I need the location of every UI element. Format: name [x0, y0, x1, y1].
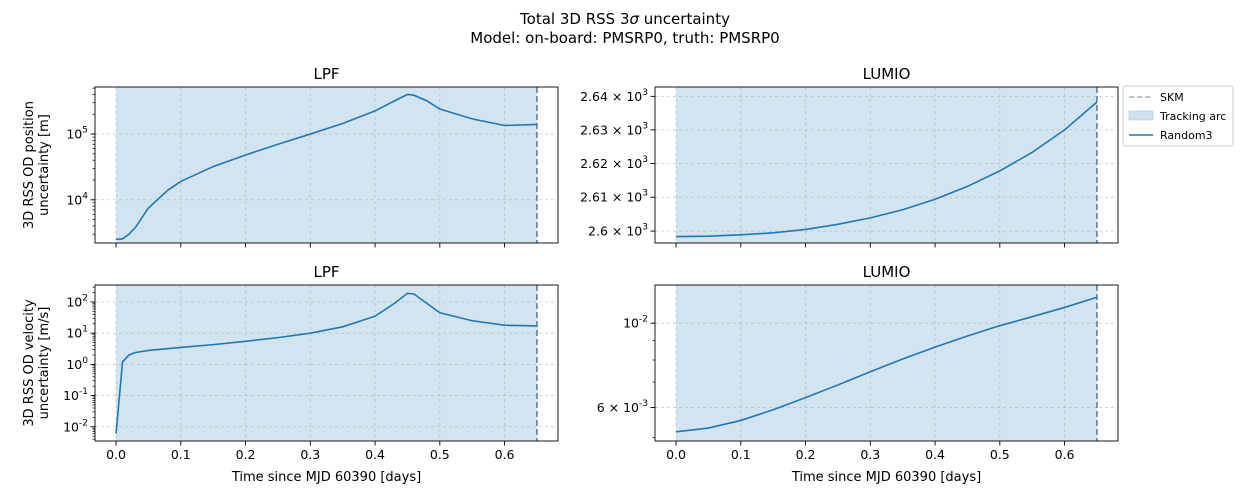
y-tick-label: 10-1: [63, 387, 88, 403]
subplot-3: 10-2 10-1 100 101 102 0.0 0.1 0.2 0.3 0.4 0.5 0.6 LP…: [22, 263, 559, 485]
x-tick-label: 0.0: [666, 447, 686, 462]
x-tick-label: 0.5: [990, 447, 1010, 462]
legend-item: Random3: [1129, 129, 1213, 142]
x-tick-label: 0.1: [171, 447, 191, 462]
subplot-4: 6 × 10-3 10-2 0.0 0.1 0.2 0.3 0.4 0.5 0.6 LUMIO Ti…: [597, 263, 1119, 485]
series-line-random3: [115, 292, 537, 434]
y-tick-label: 2.63 × 103: [580, 121, 648, 137]
subplot-title: LPF: [313, 65, 339, 83]
x-tick-label: 0.3: [860, 447, 880, 462]
tracking-arc-region: [676, 87, 1097, 243]
x-tick-label: 0.3: [300, 447, 320, 462]
subplot-title: LUMIO: [863, 65, 911, 83]
tracking-arc-region: [116, 285, 537, 441]
legend-label: Random3: [1160, 129, 1213, 142]
legend-item: SKM: [1129, 91, 1184, 104]
y-tick-label: 10-2: [623, 315, 648, 331]
tracking-arc-region: [116, 87, 537, 243]
y-tick-label: 2.61 × 103: [580, 189, 648, 205]
y-tick-label: 10-2: [63, 418, 88, 434]
x-tick-label: 0.0: [106, 447, 126, 462]
legend-item: Tracking arc: [1128, 110, 1226, 123]
y-axis-label: uncertainty [m]: [37, 114, 52, 216]
x-axis-label: Time since MJD 60390 [days]: [231, 470, 421, 485]
subplot-title: LPF: [313, 263, 339, 281]
tracking-arc-region: [676, 285, 1097, 441]
y-tick-label: 100: [66, 356, 88, 372]
axes-frame: [94, 86, 559, 244]
axes-frame: [654, 86, 1119, 244]
axes-frame: [654, 284, 1119, 442]
legend-label: SKM: [1160, 91, 1184, 104]
y-tick-label: 102: [66, 293, 88, 309]
y-tick-label: 105: [66, 126, 88, 142]
y-tick-label: 6 × 10-3: [597, 399, 648, 415]
y-axis-label: 3D RSS OD velocity: [22, 299, 37, 427]
legend-swatch-patch: [1128, 110, 1154, 121]
y-tick-label: 101: [66, 325, 88, 341]
subplot-1: 104 105 LPF 3D RSS OD position uncertainty […: [22, 65, 559, 248]
subplot-title: LUMIO: [863, 263, 911, 281]
x-axis-label: Time since MJD 60390 [days]: [791, 470, 981, 485]
x-tick-label: 0.4: [925, 447, 945, 462]
x-tick-label: 0.1: [731, 447, 751, 462]
y-tick-label: 2.6 × 103: [588, 223, 648, 239]
legend: SKM Tracking arc Random3: [1122, 85, 1234, 147]
y-tick-label: 2.62 × 103: [580, 155, 648, 171]
x-tick-label: 0.4: [365, 447, 385, 462]
figure-subtitle: Model: on-board: PMSRP0, truth: PMSRP0: [470, 29, 779, 47]
x-tick-label: 0.6: [495, 447, 515, 462]
x-tick-label: 0.2: [796, 447, 816, 462]
y-axis-label: uncertainty [m/s]: [37, 307, 52, 420]
series-line-random3: [676, 101, 1098, 238]
series-line-random3: [115, 93, 537, 241]
y-axis-label: 3D RSS OD position: [22, 101, 37, 229]
figure-title: Total 3D RSS 3σ uncertainty: [519, 10, 730, 28]
y-tick-label: 104: [66, 191, 88, 207]
legend-box: [1122, 85, 1234, 147]
x-tick-label: 0.5: [430, 447, 450, 462]
subplot-2: 2.6 × 103 2.61 × 103 2.62 × 103 2.63 × 103 2…: [580, 65, 1119, 248]
x-tick-label: 0.6: [1055, 447, 1075, 462]
x-tick-label: 0.2: [236, 447, 256, 462]
y-tick-label: 2.64 × 103: [580, 88, 648, 104]
legend-label: Tracking arc: [1159, 110, 1226, 123]
axes-frame: [94, 284, 559, 442]
series-line-random3: [675, 296, 1098, 433]
